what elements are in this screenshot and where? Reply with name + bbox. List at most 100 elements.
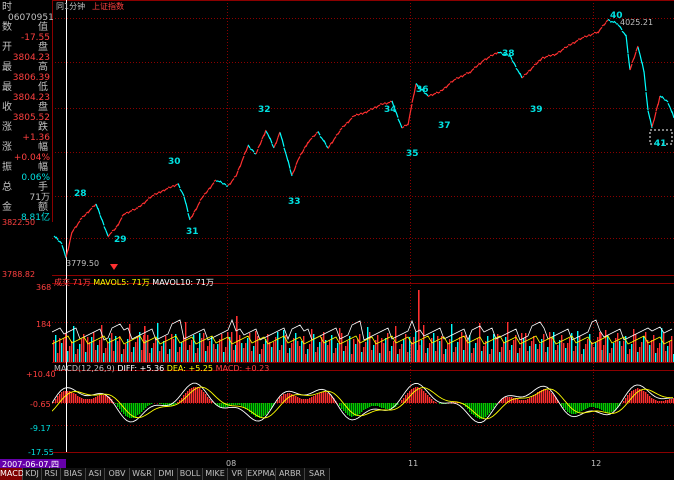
macd-bar-negative	[371, 403, 373, 406]
macd-bar-negative	[365, 403, 367, 409]
volume-bar	[387, 333, 389, 362]
price-segment	[129, 210, 133, 212]
macd-bar-negative	[133, 403, 135, 418]
price-segment	[375, 105, 379, 109]
price-segment	[381, 103, 385, 106]
volume-bar	[379, 353, 381, 362]
macd-bar-negative	[483, 403, 485, 418]
volume-bar	[507, 322, 509, 362]
volume-bar	[545, 352, 547, 362]
macd-bar-positive	[177, 402, 179, 403]
volume-bar	[193, 335, 195, 362]
price-segment	[625, 34, 629, 54]
price-segment	[149, 195, 153, 199]
volume-bar	[217, 344, 219, 362]
macd-bar-negative	[373, 403, 375, 406]
wave-label: 29	[114, 235, 127, 245]
info-value: 06070951	[8, 13, 54, 23]
price-segment	[453, 78, 457, 81]
price-segment	[61, 245, 65, 252]
price-segment	[655, 103, 659, 112]
macd-bars	[53, 387, 674, 419]
price-segment	[509, 54, 513, 60]
price-segment	[347, 119, 351, 124]
volume-bar	[135, 342, 137, 362]
price-segment	[313, 133, 317, 137]
macd-bar-negative	[147, 403, 149, 406]
volume-tick: 368	[36, 283, 52, 292]
volume-bar	[309, 344, 311, 362]
volume-bar	[203, 333, 205, 362]
volume-bar	[419, 345, 421, 362]
info-row: 最低	[0, 82, 52, 94]
tab-arbr[interactable]: ARBR	[276, 468, 305, 480]
volume-bar	[427, 348, 429, 362]
volume-bar	[317, 347, 319, 362]
macd-bar-positive	[423, 391, 425, 403]
volume-bar	[149, 353, 151, 362]
tab-wr[interactable]: W&R	[130, 468, 155, 480]
price-segment	[527, 69, 531, 72]
price-segment	[71, 228, 75, 233]
tab-sar[interactable]: SAR	[305, 468, 330, 480]
macd-bar-positive	[421, 389, 423, 403]
price-segment	[367, 109, 371, 112]
macd-bar-positive	[179, 400, 181, 403]
volume-bar	[315, 352, 317, 362]
price-segment	[97, 207, 101, 215]
price-segment	[435, 91, 439, 94]
info-label: 最	[2, 62, 12, 73]
info-label: 金	[2, 202, 12, 213]
macd-bar-negative	[265, 403, 267, 415]
tab-kdj[interactable]: KDJ	[23, 468, 42, 480]
macd-bar-positive	[91, 399, 93, 403]
tab-boll[interactable]: BOLL	[178, 468, 203, 480]
price-segment	[495, 51, 499, 55]
indicator-tab-bar: MACD KDJ RSI BIAS ASI OBV W&R DMI BOLL MIKE VR EXPM…	[0, 468, 674, 480]
tab-vr[interactable]: VR	[228, 468, 247, 480]
price-segment	[415, 83, 419, 87]
macd-bar-negative	[609, 403, 611, 413]
macd-bar-positive	[627, 395, 629, 403]
price-segment	[339, 127, 343, 131]
kline-chart[interactable]: 28 29 30 31 32 33 34 35 36 37 38 39 40 41	[52, 0, 674, 466]
price-segment	[265, 130, 269, 135]
price-segment	[169, 186, 173, 189]
volume-bar	[245, 343, 247, 362]
tab-rsi[interactable]: RSI	[42, 468, 61, 480]
price-segment	[603, 22, 607, 26]
tab-obv[interactable]: OBV	[105, 468, 130, 480]
info-label-char: 幅	[38, 142, 48, 153]
tab-macd[interactable]: MACD	[0, 468, 24, 480]
volume-bar	[239, 335, 241, 362]
info-label-char: 低	[38, 82, 48, 93]
volume-bar	[171, 334, 173, 362]
price-segment	[529, 67, 533, 72]
price-segment	[451, 79, 455, 83]
tab-mike[interactable]: MIKE	[203, 468, 228, 480]
tab-asi[interactable]: ASI	[86, 468, 105, 480]
period-menu[interactable]: 同1分钟	[56, 2, 86, 11]
price-segment	[103, 226, 107, 231]
macd-bar-negative	[269, 403, 271, 410]
volume-bar	[541, 339, 543, 362]
tab-expma[interactable]: EXPMA	[247, 468, 276, 480]
price-segment	[363, 111, 367, 114]
macd-bar-negative	[261, 403, 263, 417]
info-value: 8.81亿	[20, 213, 50, 223]
price-segment	[219, 180, 223, 184]
macd-bar-negative	[233, 403, 235, 405]
price-segment	[65, 249, 69, 258]
tab-bias[interactable]: BIAS	[61, 468, 86, 480]
macd-bar-negative	[603, 403, 605, 411]
price-segment	[205, 189, 209, 194]
volume-bar	[155, 338, 157, 362]
macd-bar-positive	[401, 400, 403, 403]
tab-dmi[interactable]: DMI	[155, 468, 178, 480]
macd-bar-negative	[175, 403, 177, 404]
volume-bars	[53, 290, 674, 362]
macd-bar-positive	[669, 399, 671, 403]
volume-bar	[405, 334, 407, 362]
price-axis: 3822.50 3788.82	[0, 218, 52, 279]
macd-bar-negative	[221, 403, 223, 408]
